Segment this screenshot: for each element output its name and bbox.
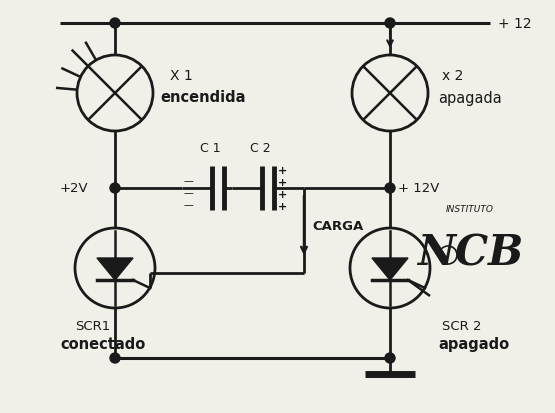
Text: +: +: [278, 178, 287, 188]
Text: +2V: +2V: [60, 182, 89, 195]
Circle shape: [110, 353, 120, 363]
Text: INSTITUTO: INSTITUTO: [446, 204, 494, 213]
Text: X 1: X 1: [170, 69, 193, 83]
Polygon shape: [97, 259, 133, 280]
Text: +: +: [278, 202, 287, 211]
Text: SCR1: SCR1: [75, 320, 110, 333]
Text: encendida: encendida: [160, 90, 245, 105]
Text: +: +: [278, 166, 287, 176]
Circle shape: [385, 183, 395, 194]
Text: apagado: apagado: [438, 337, 509, 351]
Text: + 12V: + 12V: [398, 182, 440, 195]
Text: C 1: C 1: [200, 142, 220, 154]
Circle shape: [110, 19, 120, 29]
Text: CARGA: CARGA: [312, 220, 364, 233]
Text: conectado: conectado: [60, 337, 145, 351]
Circle shape: [110, 183, 120, 194]
Text: apagada: apagada: [438, 90, 502, 105]
Text: —: —: [184, 199, 194, 209]
Text: x 2: x 2: [442, 69, 463, 83]
Text: + 12: + 12: [498, 17, 532, 31]
Text: NCB: NCB: [417, 233, 523, 274]
Circle shape: [385, 353, 395, 363]
Text: SCR 2: SCR 2: [442, 320, 482, 333]
Text: C 2: C 2: [250, 142, 270, 154]
Text: +: +: [278, 190, 287, 199]
Circle shape: [385, 19, 395, 29]
Text: —: —: [184, 176, 194, 185]
Text: —: —: [184, 188, 194, 197]
Polygon shape: [372, 259, 408, 280]
